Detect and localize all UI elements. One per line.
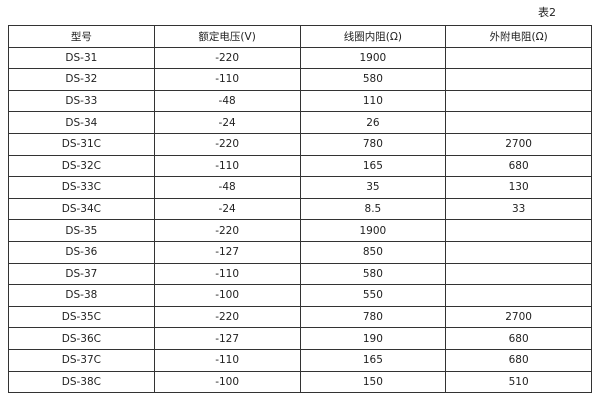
table-row: DS-36 -127 850 — [8, 240, 592, 264]
table-row: DS-37C -110 165 680 — [8, 348, 592, 372]
table-row: DS-35 -220 1900 — [8, 219, 592, 242]
cell-coil-resistance: 165 — [299, 348, 447, 372]
table-row: DS-36C -127 190 680 — [8, 327, 592, 350]
cell-rated-voltage: -24 — [153, 197, 301, 221]
cell-coil-resistance: 165 — [299, 154, 447, 178]
cell-model: DS-36 — [8, 240, 155, 264]
cell-external-resistance: 130 — [445, 176, 592, 199]
cell-coil-resistance: 780 — [299, 305, 447, 329]
cell-coil-resistance: 8.5 — [299, 197, 447, 221]
cell-rated-voltage: -48 — [153, 89, 301, 113]
cell-rated-voltage: -127 — [153, 240, 301, 264]
cell-rated-voltage: -220 — [153, 305, 301, 329]
cell-model: DS-31C — [8, 132, 155, 156]
cell-rated-voltage: -127 — [153, 327, 301, 350]
cell-rated-voltage: -110 — [153, 68, 301, 91]
relay-spec-table: 型号 额定电压(V) 线圈内阻(Ω) 外附电阻(Ω) DS-31 -220 1900… — [8, 25, 592, 394]
header-coil-resistance: 线圈内阻(Ω) — [299, 25, 447, 48]
table-row: DS-32 -110 580 — [8, 68, 592, 91]
table-row: DS-34C -24 8.5 33 — [8, 197, 592, 221]
cell-rated-voltage: -100 — [153, 370, 301, 394]
cell-model: DS-32C — [8, 154, 155, 178]
cell-model: DS-37C — [8, 348, 155, 372]
cell-model: DS-38C — [8, 370, 155, 394]
table-row: DS-35C -220 780 2700 — [8, 305, 592, 329]
table-row: DS-34 -24 26 — [8, 111, 592, 134]
cell-coil-resistance: 850 — [299, 240, 447, 264]
cell-coil-resistance: 580 — [299, 262, 447, 286]
cell-coil-resistance: 150 — [299, 370, 447, 394]
cell-model: DS-37 — [8, 262, 155, 286]
cell-rated-voltage: -110 — [153, 154, 301, 178]
cell-model: DS-32 — [8, 68, 155, 91]
header-rated-voltage: 额定电压(V) — [153, 25, 301, 48]
cell-model: DS-35 — [8, 219, 155, 242]
cell-model: DS-36C — [8, 327, 155, 350]
cell-rated-voltage: -100 — [153, 284, 301, 307]
cell-coil-resistance: 1900 — [299, 219, 447, 242]
table-row: DS-32C -110 165 680 — [8, 154, 592, 178]
table-row: DS-37 -110 580 — [8, 262, 592, 286]
cell-coil-resistance: 26 — [299, 111, 447, 134]
cell-external-resistance: 2700 — [445, 132, 592, 156]
table-row: DS-33C -48 35 130 — [8, 176, 592, 199]
cell-coil-resistance: 1900 — [299, 46, 447, 70]
cell-rated-voltage: -220 — [153, 132, 301, 156]
cell-coil-resistance: 780 — [299, 132, 447, 156]
cell-model: DS-34C — [8, 197, 155, 221]
table-row: DS-33 -48 110 — [8, 89, 592, 113]
cell-rated-voltage: -220 — [153, 219, 301, 242]
cell-model: DS-33 — [8, 89, 155, 113]
header-external-resistance: 外附电阻(Ω) — [445, 25, 592, 48]
cell-external-resistance — [445, 219, 592, 242]
cell-model: DS-31 — [8, 46, 155, 70]
header-model: 型号 — [8, 25, 155, 48]
cell-external-resistance: 510 — [445, 370, 592, 394]
table-row: DS-38C -100 150 510 — [8, 370, 592, 394]
table-caption: 表2 — [538, 6, 556, 19]
cell-external-resistance — [445, 262, 592, 286]
cell-external-resistance: 680 — [445, 327, 592, 350]
cell-external-resistance: 680 — [445, 154, 592, 178]
cell-rated-voltage: -110 — [153, 348, 301, 372]
cell-external-resistance — [445, 89, 592, 113]
cell-model: DS-33C — [8, 176, 155, 199]
cell-external-resistance — [445, 68, 592, 91]
table-row: DS-31C -220 780 2700 — [8, 132, 592, 156]
cell-model: DS-34 — [8, 111, 155, 134]
cell-external-resistance — [445, 111, 592, 134]
cell-coil-resistance: 190 — [299, 327, 447, 350]
cell-coil-resistance: 35 — [299, 176, 447, 199]
cell-external-resistance: 33 — [445, 197, 592, 221]
cell-external-resistance: 680 — [445, 348, 592, 372]
cell-coil-resistance: 580 — [299, 68, 447, 91]
cell-model: DS-38 — [8, 284, 155, 307]
table-header-row: 型号 额定电压(V) 线圈内阻(Ω) 外附电阻(Ω) — [8, 25, 592, 48]
cell-rated-voltage: -24 — [153, 111, 301, 134]
cell-rated-voltage: -110 — [153, 262, 301, 286]
cell-coil-resistance: 110 — [299, 89, 447, 113]
cell-external-resistance: 2700 — [445, 305, 592, 329]
cell-coil-resistance: 550 — [299, 284, 447, 307]
cell-rated-voltage: -48 — [153, 176, 301, 199]
cell-rated-voltage: -220 — [153, 46, 301, 70]
table-row: DS-31 -220 1900 — [8, 46, 592, 70]
cell-external-resistance — [445, 240, 592, 264]
cell-model: DS-35C — [8, 305, 155, 329]
cell-external-resistance — [445, 284, 592, 307]
table-row: DS-38 -100 550 — [8, 284, 592, 307]
cell-external-resistance — [445, 46, 592, 70]
